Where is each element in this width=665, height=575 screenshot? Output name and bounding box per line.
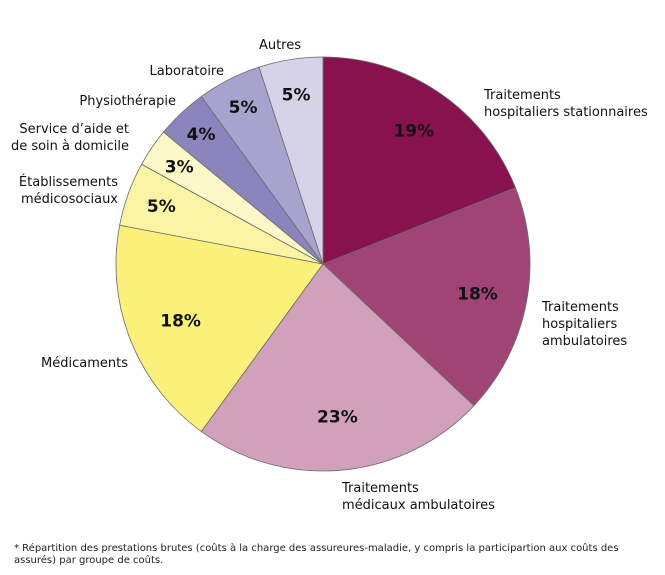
slice-category-label: Autres: [259, 38, 301, 53]
slice-category-label: Laboratoire: [150, 64, 224, 79]
slice-percent-label: 18%: [160, 311, 201, 331]
slice-category-label-line: médicaux ambulatoires: [342, 498, 495, 513]
slice-category-label-line: Médicaments: [41, 356, 128, 371]
slice-category-label-line: Établissements: [19, 174, 118, 190]
slice-percent-label: 23%: [317, 408, 358, 428]
slice-percent-label: 19%: [393, 122, 434, 142]
slice-category-label-line: de soin à domicile: [11, 139, 129, 154]
pie-chart: 19%18%23%18%5%3%4%5%5% Traitements hospit…: [11, 38, 648, 513]
slice-category-label-line: ambulatoires: [542, 334, 627, 349]
slice-category-label: Traitements hospitaliers ambulatoires: [541, 300, 627, 349]
pie-slice: [322, 187, 531, 407]
percent-labels: 19% 18% 23% 18% 5% 3% 4% 5% 5%: [147, 85, 498, 427]
slice-category-label-line: Physiothérapie: [79, 94, 176, 109]
slice-percent-label: 4%: [187, 125, 216, 145]
slice-category-label: Traitements médicaux ambulatoires: [341, 481, 495, 513]
category-labels: Traitements hospitaliers stationnairesTra…: [11, 38, 648, 513]
slice-category-label-line: Traitements: [541, 300, 619, 315]
pie-slice: [322, 56, 516, 265]
pie-slice: [258, 56, 324, 265]
slice-category-label-line: hospitaliers: [542, 317, 617, 332]
slice-percent-label: 5%: [282, 85, 311, 105]
pie-slice: [115, 224, 324, 433]
slice-category-label-line: Service d’aide et: [19, 122, 129, 137]
slice-percent-label: 5%: [229, 98, 258, 118]
pie-slices: [115, 56, 531, 472]
slice-percent-label: 5%: [147, 197, 176, 217]
slice-category-label: Service d’aide et de soin à domicile: [11, 122, 129, 154]
footnote: * Répartition des prestations brutes (co…: [14, 543, 619, 566]
slice-percent-label: 18%: [457, 285, 498, 305]
slice-category-label: Médicaments: [41, 356, 128, 371]
slice-category-label: Établissements médicosociaux: [19, 174, 118, 207]
slice-category-label: Traitements hospitaliers stationnaires: [483, 88, 648, 120]
slice-category-label: Physiothérapie: [79, 94, 176, 109]
slice-category-label-line: Laboratoire: [150, 64, 224, 79]
slice-category-label-line: Autres: [259, 38, 301, 53]
slice-category-label-line: médicosociaux: [21, 192, 118, 207]
slice-category-label-line: hospitaliers stationnaires: [484, 105, 648, 120]
slice-category-label-line: Traitements: [341, 481, 419, 496]
pie-slice: [200, 263, 475, 472]
slice-percent-label: 3%: [165, 157, 194, 177]
slice-category-label-line: Traitements: [483, 88, 561, 103]
